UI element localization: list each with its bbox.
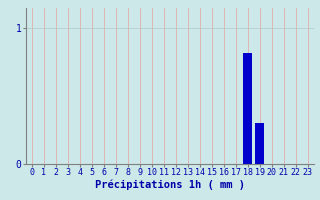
X-axis label: Précipitations 1h ( mm ): Précipitations 1h ( mm ) [95, 180, 244, 190]
Bar [243, 53, 252, 164]
Bar [255, 123, 264, 164]
